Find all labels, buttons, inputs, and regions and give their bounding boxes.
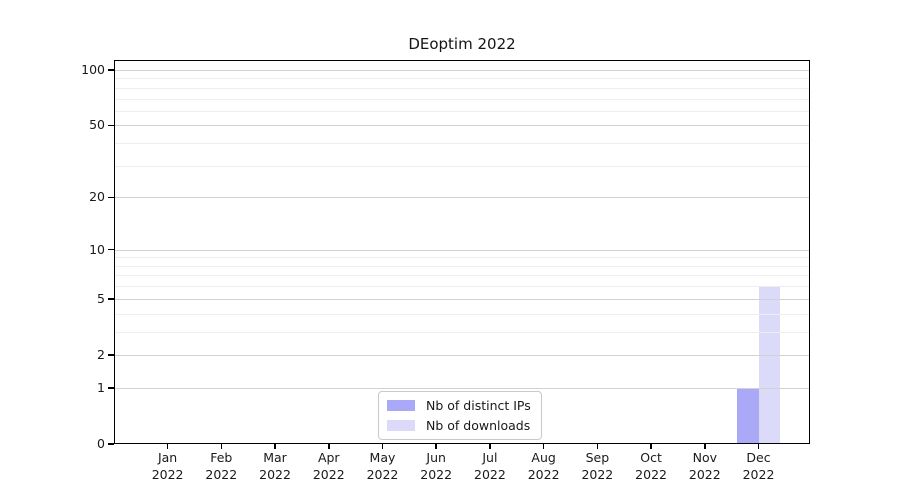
y-tick-label: 100 [81, 62, 105, 77]
legend-label: Nb of downloads [426, 418, 531, 433]
x-axis-tick [489, 444, 491, 449]
minor-gridline [114, 275, 810, 277]
x-tick-label: Jul 2022 [458, 450, 522, 483]
year-label: 2022 [581, 466, 614, 482]
major-gridline [114, 298, 810, 300]
month-label: Dec [746, 450, 771, 465]
legend-swatch [387, 420, 415, 431]
y-tick-label: 50 [89, 117, 105, 133]
x-tick-label: Aug 2022 [512, 450, 576, 483]
plot-frame [114, 60, 810, 444]
y-axis-tick [108, 354, 114, 356]
x-axis-tick [704, 444, 706, 449]
y-tick-label: 1 [97, 379, 105, 395]
month-label: Sep [585, 450, 610, 465]
month-label: Mar [263, 450, 287, 465]
year-label: 2022 [151, 466, 184, 482]
legend-item: Nb of distinct IPs [387, 398, 531, 413]
minor-gridline [114, 313, 810, 315]
major-gridline [114, 125, 810, 127]
y-tick-label: 0 [97, 436, 105, 451]
minor-gridline [114, 331, 810, 333]
x-axis-tick [381, 444, 384, 449]
major-gridline [114, 387, 810, 389]
x-axis-tick [274, 444, 276, 449]
x-tick-label: Dec 2022 [727, 450, 791, 483]
year-label: 2022 [635, 466, 667, 482]
x-tick-label: Jun 2022 [404, 450, 468, 483]
x-axis-tick [220, 444, 223, 449]
bar-nb-of-downloads [758, 286, 780, 444]
minor-gridline [114, 265, 810, 267]
major-gridline [114, 354, 810, 356]
x-tick-label: Jan 2022 [136, 450, 200, 483]
x-axis-tick [650, 444, 652, 449]
month-label: Oct [640, 450, 662, 465]
y-tick-label: 5 [97, 290, 105, 306]
x-axis-tick [166, 444, 169, 449]
month-label: Feb [210, 450, 233, 465]
y-axis-tick [108, 443, 114, 445]
y-axis-tick [108, 298, 114, 300]
x-axis-tick [328, 444, 330, 449]
y-tick-label: 10 [89, 241, 105, 257]
month-label: Aug [531, 450, 556, 465]
legend-item: Nb of downloads [387, 418, 531, 433]
minor-gridline [114, 87, 810, 89]
minor-gridline [114, 110, 810, 112]
year-label: 2022 [474, 466, 506, 482]
year-label: 2022 [205, 466, 238, 482]
y-axis-tick [108, 248, 114, 251]
x-axis-tick [757, 444, 760, 449]
x-axis-tick [596, 444, 599, 449]
minor-gridline [114, 257, 810, 259]
month-label: Jul [482, 450, 498, 465]
minor-gridline [114, 286, 810, 288]
year-label: 2022 [688, 466, 721, 482]
minor-gridline [114, 98, 810, 100]
year-label: 2022 [742, 466, 775, 482]
minor-gridline [114, 165, 810, 167]
month-label: Jun [426, 450, 446, 465]
y-axis-tick [108, 124, 114, 127]
legend-label: Nb of distinct IPs [426, 398, 531, 413]
x-tick-label: May 2022 [350, 450, 414, 483]
bar-nb-of-distinct-ips [737, 387, 759, 444]
year-label: 2022 [527, 466, 560, 482]
year-label: 2022 [312, 466, 345, 482]
chart-title: DEoptim 2022 [408, 35, 516, 53]
legend: Nb of distinct IPs Nb of downloads [378, 391, 542, 440]
x-axis-tick [435, 444, 437, 449]
major-gridline [114, 249, 810, 251]
x-tick-label: Oct 2022 [619, 450, 683, 483]
minor-gridline [114, 143, 810, 145]
month-label: May [369, 450, 396, 465]
major-gridline [114, 197, 810, 199]
x-tick-label: Mar 2022 [243, 450, 307, 483]
month-label: Jan [157, 450, 178, 465]
year-label: 2022 [420, 466, 453, 482]
y-tick-label: 20 [89, 189, 105, 205]
y-tick-label: 2 [97, 346, 105, 362]
y-axis-tick [108, 387, 114, 389]
x-tick-label: Apr 2022 [297, 450, 361, 483]
minor-gridline [114, 78, 810, 80]
x-tick-label: Nov 2022 [673, 450, 737, 483]
y-axis-tick [108, 69, 114, 71]
month-label: Apr [317, 450, 340, 465]
y-axis-tick [108, 196, 114, 199]
x-tick-label: Feb 2022 [189, 450, 253, 483]
x-axis-tick [542, 444, 545, 449]
year-label: 2022 [259, 466, 291, 482]
year-label: 2022 [366, 466, 399, 482]
month-label: Nov [692, 450, 717, 465]
major-gridline [114, 70, 810, 71]
legend-swatch [387, 400, 415, 411]
x-tick-label: Sep 2022 [565, 450, 629, 483]
